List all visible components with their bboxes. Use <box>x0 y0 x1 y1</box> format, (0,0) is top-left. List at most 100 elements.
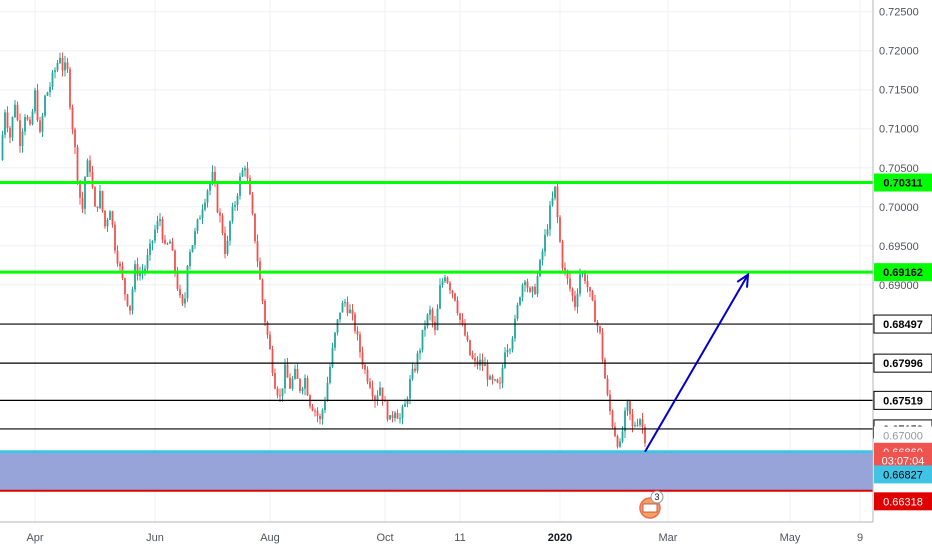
candle-body-down <box>384 400 386 402</box>
candle-body-up <box>49 86 51 93</box>
candle-body-up <box>134 264 136 290</box>
level-price-label: 0.68497 <box>883 319 923 331</box>
candle-body-up <box>1 134 4 160</box>
candle-body-up <box>169 241 171 244</box>
candle-body-up <box>331 347 334 367</box>
time-tick-label: 11 <box>454 532 465 544</box>
support-price-tag <box>873 314 932 334</box>
candle-body-up <box>44 95 46 116</box>
candle-body-down <box>174 250 176 273</box>
horizontal-levels[interactable] <box>0 181 873 430</box>
candle-body-down <box>251 194 254 214</box>
candle-body-down <box>279 395 281 397</box>
candle-body-down <box>629 400 631 415</box>
event-markers[interactable]: 3 <box>639 490 664 519</box>
candle-body-down <box>116 250 119 264</box>
candle-body-down <box>366 369 369 382</box>
candle-body-up <box>151 240 154 244</box>
candle-body-up <box>406 398 409 404</box>
candle-body-down <box>614 426 616 437</box>
candle-body-down <box>471 355 474 358</box>
candle-body-up <box>626 400 629 411</box>
candle-body-down <box>414 368 416 371</box>
arrow-head[interactable] <box>736 272 750 288</box>
candle-body-down <box>311 406 314 411</box>
projection-arrow[interactable] <box>644 272 750 453</box>
arrow-shaft[interactable] <box>644 274 749 453</box>
candle-body-down <box>604 359 606 379</box>
candle-body-down <box>561 241 564 268</box>
candle-body-down <box>9 128 11 138</box>
candle-body-down <box>454 293 456 301</box>
candle-body-down <box>591 291 594 301</box>
candle-body-up <box>524 281 526 286</box>
candle-body-down <box>461 319 464 324</box>
candle-body-down <box>641 419 644 428</box>
candle-body-up <box>509 349 511 351</box>
candle-body-down <box>221 215 224 233</box>
candle-body-up <box>436 308 439 331</box>
time-tick-label: Aug <box>260 532 280 544</box>
support-zone-fill[interactable] <box>0 451 873 491</box>
candle-body-down <box>119 263 121 267</box>
candle-body-down <box>571 288 574 296</box>
candle-body-up <box>546 229 549 235</box>
candle-body-down <box>564 267 566 271</box>
candle-body-up <box>536 276 539 295</box>
candle-body-down <box>66 62 69 70</box>
candle-body-up <box>284 364 286 389</box>
time-axis[interactable]: Apr Jun Aug Oct 11 2020 Mar May 9 <box>26 532 863 544</box>
candle-body-up <box>504 352 506 368</box>
price-axis[interactable]: 0.72500 0.72000 0.71500 0.71000 0.70500 0.700… <box>879 7 919 292</box>
candle-body-up <box>41 115 44 132</box>
support-zone[interactable] <box>0 450 873 492</box>
candle-body-up <box>56 63 59 71</box>
candle-body-down <box>351 309 354 315</box>
candle-body-down <box>61 57 64 71</box>
candle-body-down <box>584 273 586 282</box>
candle-body-up <box>334 332 336 348</box>
candle-body-up <box>191 245 194 253</box>
hidden-price-tag <box>874 426 932 445</box>
candle-body-down <box>249 178 251 195</box>
candle-body-up <box>544 234 546 252</box>
candle-body-down <box>359 334 361 353</box>
event-count-badge <box>650 490 664 504</box>
candle-body-up <box>516 304 519 319</box>
time-axis-panel[interactable] <box>0 522 932 550</box>
candle-body-up <box>31 111 34 125</box>
candle-body-up <box>489 376 491 380</box>
candle-body-up <box>379 387 381 396</box>
candle-body-up <box>539 260 541 277</box>
candle-body-down <box>499 382 501 384</box>
candle-body-up <box>484 364 486 367</box>
price-tick-label: 0.70000 <box>879 202 919 214</box>
candle-body-up <box>409 379 411 399</box>
candle-body-up <box>639 419 641 425</box>
candle-body-down <box>179 288 181 296</box>
candle-body-down <box>459 313 461 320</box>
candle-body-up <box>321 410 324 420</box>
candle-body-down <box>299 378 301 391</box>
candle-body-down <box>374 396 376 402</box>
candle-body-up <box>199 218 201 220</box>
candle-body-down <box>611 411 614 427</box>
candle-body-up <box>189 252 191 267</box>
candle-body-up <box>531 286 534 292</box>
candle-body-down <box>166 243 169 245</box>
resistance-price-tag <box>874 263 932 282</box>
time-tick-label: 2020 <box>548 532 572 544</box>
candle-body-up <box>21 131 24 147</box>
candle-body-down <box>29 119 31 125</box>
candle-body-down <box>276 388 279 396</box>
candle-body-up <box>619 441 621 447</box>
candle-body-up <box>229 221 231 241</box>
candle-body-down <box>296 368 299 379</box>
candle-body-up <box>349 309 351 314</box>
candle-body-down <box>474 357 476 361</box>
candle-body-up <box>326 382 329 401</box>
candle-body-down <box>396 412 399 419</box>
zone-price-tag <box>874 465 932 484</box>
